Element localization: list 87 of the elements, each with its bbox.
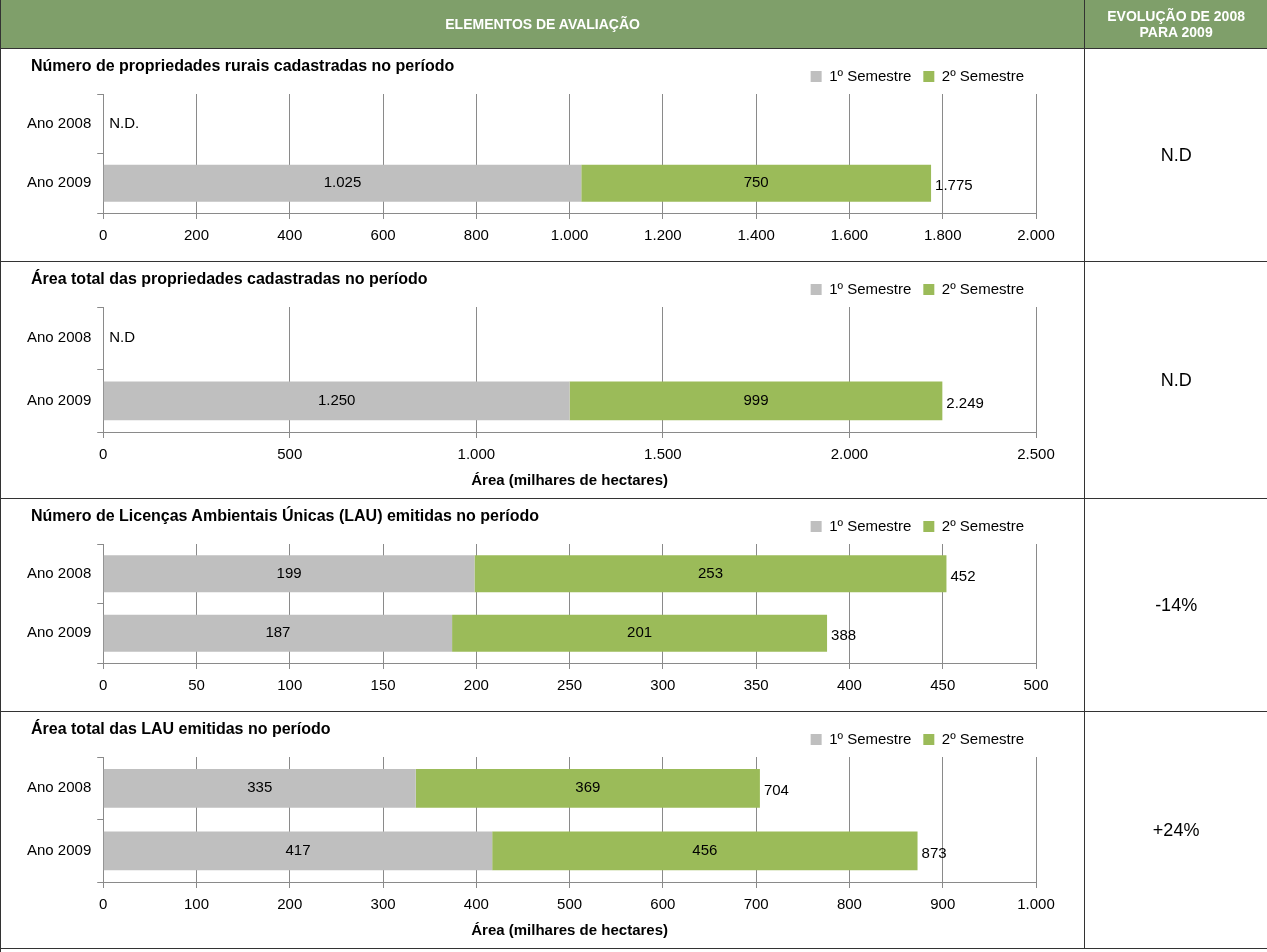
x-tick-label: 350 <box>743 676 769 694</box>
x-tick-label: 1.400 <box>737 226 775 244</box>
x-axis-title: Área (milhares de hectares) <box>471 471 668 489</box>
x-tick-label: 800 <box>836 895 862 913</box>
x-tick-label: 300 <box>650 676 676 694</box>
x-axis-title: Área (milhares de hectares) <box>471 921 668 939</box>
data-label: 1.025 <box>323 173 362 191</box>
x-tick-label: 450 <box>930 676 956 694</box>
x-tick-label: 150 <box>370 676 396 694</box>
y-tick-label: Ano 2008 <box>26 113 92 131</box>
legend-label: 1º Semestre <box>829 729 912 747</box>
legend-label: 1º Semestre <box>829 279 912 297</box>
y-tick-label: Ano 2009 <box>26 623 92 641</box>
x-tick-label: 100 <box>183 895 210 913</box>
x-tick-label: 200 <box>463 676 489 694</box>
legend-label: 1º Semestre <box>829 516 912 534</box>
legend-label: 2º Semestre <box>941 729 1025 747</box>
total-label: 704 <box>763 781 789 799</box>
x-tick-label: 200 <box>183 226 210 244</box>
x-tick-label: 800 <box>463 226 489 244</box>
text: +24% <box>1152 819 1200 841</box>
data-label: 199 <box>276 563 302 581</box>
x-tick-label: 700 <box>743 895 769 913</box>
x-tick-label: 600 <box>650 895 676 913</box>
x-tick-label: 2.500 <box>1017 445 1055 463</box>
legend-label: 1º Semestre <box>829 66 912 84</box>
text: N.D <box>1160 144 1192 166</box>
chart-title: Número de propriedades rurais cadastradas no período <box>31 57 455 75</box>
x-tick-label: 500 <box>1023 676 1049 694</box>
x-tick-label: 500 <box>277 445 303 463</box>
data-label: 253 <box>697 563 723 581</box>
x-tick-label: 500 <box>557 895 583 913</box>
x-tick-label: 1.000 <box>550 226 589 244</box>
x-tick-label: 250 <box>557 676 583 694</box>
x-tick-label: 0 <box>99 445 108 463</box>
data-label: 1.250 <box>317 390 356 408</box>
y-tick-label: Ano 2008 <box>26 778 92 796</box>
x-tick-label: 200 <box>277 895 303 913</box>
y-tick-label: Ano 2009 <box>26 390 92 408</box>
data-label: 369 <box>575 778 601 796</box>
chart-title: Área total das LAU emitidas no período <box>31 720 331 738</box>
data-label: 750 <box>743 173 769 191</box>
legend-label: 2º Semestre <box>941 66 1025 84</box>
x-tick-label: 0 <box>99 226 108 244</box>
text: EVOLUÇÃO DE 2008 PARA 2009 <box>1106 7 1246 42</box>
x-tick-label: 1.500 <box>644 445 682 463</box>
x-tick-label: 400 <box>836 676 862 694</box>
total-label: 452 <box>950 566 976 584</box>
x-tick-label: 1.600 <box>830 226 869 244</box>
x-tick-label: 1.200 <box>644 226 682 244</box>
text: ELEMENTOS DE AVALIAÇÃO <box>1 0 1086 48</box>
x-tick-label: 300 <box>370 895 396 913</box>
annotation: N.D <box>109 328 136 346</box>
data-label: 417 <box>285 840 311 858</box>
x-tick-label: 50 <box>188 676 205 694</box>
total-label: 2.249 <box>946 393 984 411</box>
y-tick-label: Ano 2009 <box>26 173 92 191</box>
total-label: 388 <box>831 626 857 644</box>
legend-label: 2º Semestre <box>941 279 1025 297</box>
y-tick-label: Ano 2008 <box>26 563 92 581</box>
x-tick-label: 0 <box>99 676 108 694</box>
x-tick-label: 900 <box>930 895 956 913</box>
x-tick-label: 1.000 <box>457 445 496 463</box>
data-label: 187 <box>265 623 291 641</box>
legend-label: 2º Semestre <box>941 516 1025 534</box>
x-tick-label: 0 <box>99 895 108 913</box>
data-label: 999 <box>743 390 769 408</box>
total-label: 873 <box>921 843 947 861</box>
x-tick-label: 400 <box>463 895 489 913</box>
x-tick-label: 100 <box>277 676 303 694</box>
y-tick-label: Ano 2008 <box>26 328 92 346</box>
x-tick-label: 400 <box>277 226 303 244</box>
x-tick-label: 1.800 <box>923 226 962 244</box>
text: N.D <box>1160 369 1192 391</box>
data-label: 456 <box>692 840 718 858</box>
chart-title: Número de Licenças Ambientais Únicas (LAU) emitidas no período <box>31 507 539 525</box>
data-label: 335 <box>247 778 273 796</box>
annotation: N.D. <box>109 113 140 131</box>
text: -14% <box>1155 594 1198 616</box>
x-tick-label: 2.000 <box>830 445 869 463</box>
y-tick-label: Ano 2009 <box>26 840 92 858</box>
chart-title: Área total das propriedades cadastradas no período <box>31 270 428 288</box>
x-tick-label: 1.000 <box>1017 895 1055 913</box>
x-tick-label: 2.000 <box>1017 226 1055 244</box>
total-label: 1.775 <box>935 176 973 194</box>
data-label: 201 <box>627 623 653 641</box>
x-tick-label: 600 <box>370 226 396 244</box>
